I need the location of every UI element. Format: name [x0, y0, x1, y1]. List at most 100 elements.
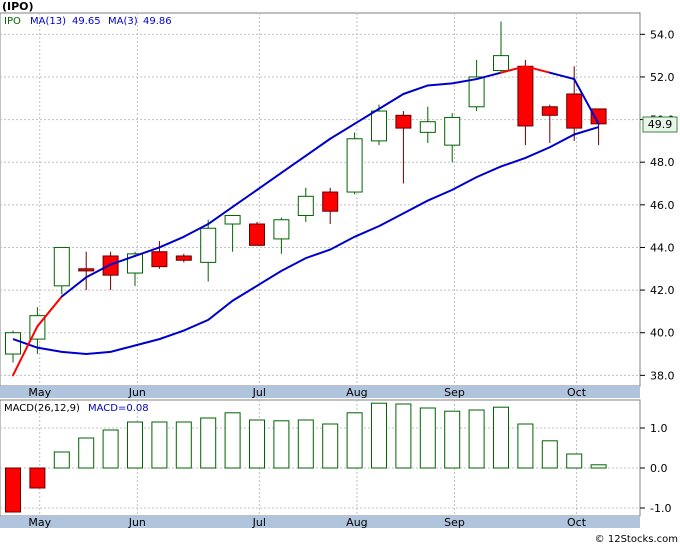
ma-fast-segment: [60, 276, 88, 298]
price-y-tick-label: 38.0: [650, 369, 675, 382]
candle-body-up: [346, 138, 363, 193]
ma-fast-segment: [573, 78, 600, 125]
price-y-tick-label: 46.0: [650, 199, 675, 212]
macd-x-axis-band: [0, 516, 640, 528]
macd-bar-positive: [346, 412, 363, 469]
candle: [541, 104, 558, 144]
last-price-tag: [642, 116, 678, 133]
candle-body-up: [297, 195, 314, 216]
candle: [322, 187, 339, 225]
ma-fast-segment: [182, 223, 210, 238]
candle-body-down: [151, 251, 168, 268]
candle-body-down: [590, 108, 607, 125]
candle-body-down: [566, 93, 583, 129]
chart-title: (IPO): [2, 0, 34, 13]
macd-bar-positive: [151, 421, 168, 469]
macd-bar-positive: [371, 402, 387, 469]
macd-bar-positive: [127, 421, 143, 469]
macd-x-tick-label: Aug: [346, 516, 367, 529]
price-x-tick-label: Sep: [444, 386, 465, 399]
ma-fast-segment: [451, 78, 478, 85]
price-x-tick-label: Oct: [567, 386, 587, 399]
candle-body-up: [5, 332, 21, 355]
ma-fast-segment: [280, 154, 307, 174]
price-y-tick-label: 40.0: [650, 327, 675, 340]
ma-fast-segment: [207, 205, 234, 226]
ma-fast-segment: [85, 263, 112, 279]
ma-fast-segment: [426, 82, 454, 87]
candle: [78, 251, 95, 291]
ma-fast-segment: [475, 71, 502, 81]
candle-body-down: [395, 114, 412, 129]
price-x-tick-label: Jul: [252, 386, 266, 399]
macd-bar-positive: [297, 419, 314, 469]
candle-body-up: [127, 253, 143, 274]
price-x-tick-label: May: [28, 386, 51, 399]
price-y-tick-label: 42.0: [650, 284, 675, 297]
watermark: © 12Stocks.com: [595, 534, 678, 545]
candle-body-up: [444, 116, 461, 146]
candle-body-up: [273, 219, 290, 240]
price-y-tick-label: 52.0: [650, 71, 675, 84]
macd-bar-positive: [175, 421, 192, 469]
last-price-label: 49.9: [648, 118, 673, 131]
candle-body-down: [175, 255, 192, 261]
candle-body-up: [371, 110, 387, 142]
macd-x-axis: May Jun Jul Aug Sep Oct: [28, 516, 586, 529]
candle-body-down: [322, 191, 339, 212]
macd-bar-negative: [29, 467, 46, 489]
ma-fast-segment: [304, 137, 332, 157]
candle: [419, 106, 436, 144]
macd-bar-positive: [224, 412, 241, 469]
candle-body-up: [224, 214, 241, 225]
macd-bar-positive: [395, 403, 412, 469]
macd-x-tick-label: May: [28, 516, 51, 529]
candle-body-up: [493, 55, 509, 72]
macd-x-tick-label: Jun: [128, 516, 146, 529]
legend-ma13-label: MA(13): [30, 16, 66, 27]
ma-fast-segment: [134, 246, 161, 257]
macd-bars: [5, 402, 607, 513]
price-x-axis-band: [0, 386, 640, 398]
ma-fast-segment: [231, 188, 258, 208]
legend-ma3-label: MA(3): [108, 16, 138, 27]
ma-fast-segment: [353, 107, 380, 125]
macd-bar-positive: [102, 429, 119, 469]
macd-x-tick-label: Jul: [252, 516, 266, 529]
price-x-tick-label: Aug: [346, 386, 367, 399]
candle: [200, 219, 217, 282]
macd-bar-positive: [78, 437, 95, 469]
moving-averages: [12, 65, 600, 377]
macd-y-tick-label: -1.0: [650, 502, 671, 515]
macd-bar-negative: [5, 467, 21, 513]
macd-bar-positive: [590, 464, 607, 469]
candle: [297, 187, 314, 222]
macd-bar-positive: [273, 420, 290, 469]
price-y-axis: 38.040.042.044.046.048.050.052.054.0: [640, 28, 675, 382]
macd-legend-value: MACD=0.08: [88, 403, 149, 414]
macd-bar-positive: [200, 417, 217, 469]
candle: [346, 132, 363, 195]
candle-body-up: [200, 227, 217, 263]
price-y-tick-label: 48.0: [650, 156, 675, 169]
macd-bar-positive: [566, 453, 583, 469]
candle-body-down: [78, 268, 95, 272]
macd-bar-positive: [419, 407, 436, 469]
candle-body-up: [468, 76, 485, 108]
candle-body-up: [419, 121, 436, 133]
candle: [175, 253, 192, 263]
price-x-axis: May Jun Jul Aug Sep Oct: [28, 386, 586, 399]
macd-bar-positive: [53, 451, 70, 469]
candle-body-up: [53, 246, 70, 287]
macd-x-tick-label: Oct: [567, 516, 587, 529]
price-y-tick-label: 44.0: [650, 241, 675, 254]
ma-fast-segment: [256, 171, 283, 191]
candle: [444, 113, 461, 163]
macd-x-tick-label: Sep: [444, 516, 465, 529]
ma-fast-segment: [548, 71, 576, 81]
macd-bar-positive: [444, 410, 461, 469]
macd-bar-positive: [493, 406, 509, 469]
ma-fast-segment: [158, 235, 185, 249]
ma-fast-segment: [402, 84, 429, 95]
